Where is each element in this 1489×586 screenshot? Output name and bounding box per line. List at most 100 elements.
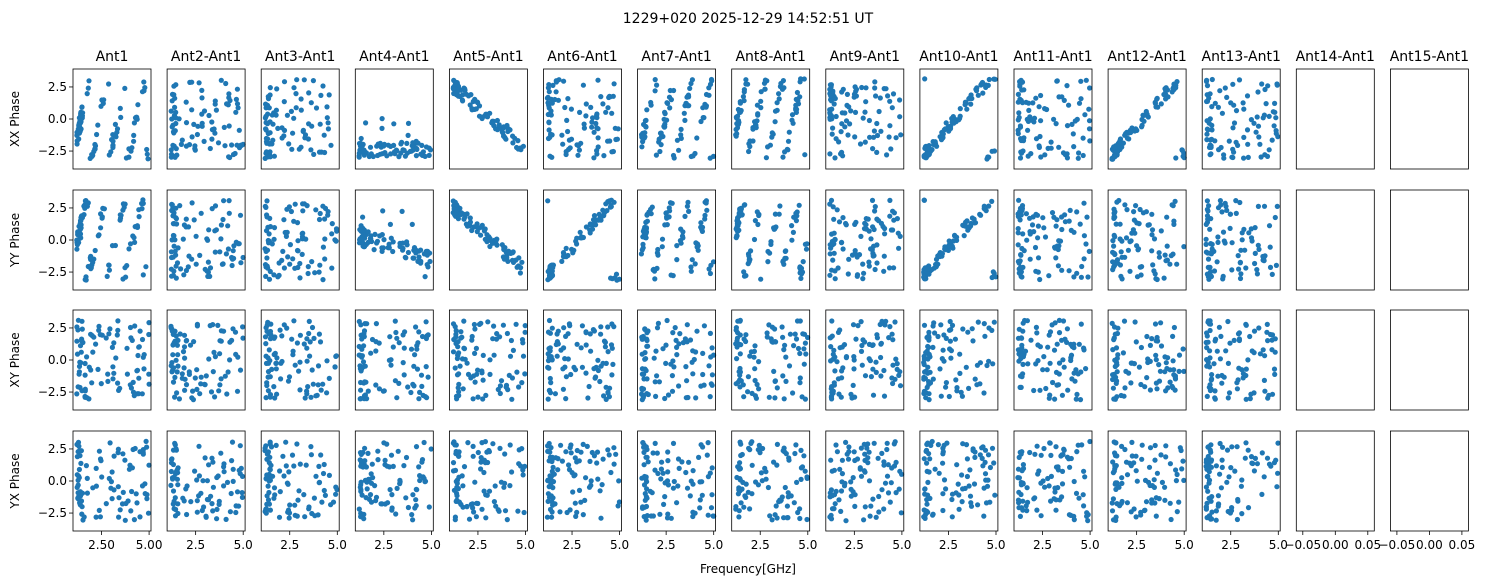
- data-point: [265, 355, 271, 361]
- data-point: [221, 124, 227, 130]
- data-point: [297, 332, 303, 338]
- data-point: [111, 370, 117, 376]
- data-point: [1139, 124, 1145, 130]
- data-point: [979, 455, 985, 461]
- data-point: [233, 239, 239, 245]
- data-point: [664, 515, 671, 521]
- data-point: [263, 248, 269, 254]
- data-point: [874, 242, 880, 248]
- data-point: [290, 130, 296, 136]
- data-point: [388, 452, 395, 458]
- data-point: [95, 366, 101, 372]
- data-point: [1035, 223, 1041, 229]
- data-point: [938, 393, 944, 399]
- y-axis-label: YY Phase: [8, 213, 22, 268]
- figure-title: 1229+020 2025-12-29 14:52:51 UT: [623, 11, 874, 27]
- data-point: [678, 126, 684, 132]
- data-point: [1205, 256, 1212, 262]
- data-point: [294, 441, 300, 447]
- data-point: [798, 447, 804, 453]
- panel: [1107, 189, 1187, 291]
- data-point: [1041, 354, 1047, 360]
- data-point: [684, 485, 691, 491]
- data-point: [490, 336, 496, 342]
- data-point: [313, 393, 319, 399]
- data-point: [1033, 324, 1039, 330]
- data-point: [980, 444, 986, 450]
- data-point: [312, 270, 318, 276]
- data-point: [862, 451, 868, 457]
- data-point: [236, 503, 242, 509]
- data-point: [1086, 106, 1092, 112]
- data-point: [1137, 206, 1143, 213]
- data-point: [362, 458, 368, 464]
- data-point: [837, 345, 843, 351]
- data-point: [464, 504, 470, 510]
- data-point: [839, 457, 846, 463]
- data-point: [952, 336, 959, 342]
- data-point: [226, 91, 232, 97]
- data-point: [1114, 330, 1121, 337]
- panel: [731, 68, 811, 170]
- data-point: [1118, 249, 1124, 255]
- data-point: [693, 395, 699, 401]
- data-point: [480, 352, 486, 358]
- data-point: [1059, 226, 1065, 233]
- data-point: [1243, 366, 1249, 372]
- data-point: [283, 463, 289, 469]
- data-point: [772, 108, 779, 114]
- data-point: [748, 248, 754, 254]
- data-point: [545, 268, 551, 275]
- panel-frame: [448, 68, 528, 170]
- data-point: [363, 495, 369, 501]
- data-point: [674, 257, 680, 263]
- data-point: [209, 136, 215, 142]
- panel: [166, 309, 246, 411]
- data-point: [1159, 479, 1165, 485]
- data-point: [1025, 361, 1031, 367]
- data-point: [1149, 232, 1155, 238]
- data-point: [1045, 475, 1051, 482]
- data-point: [106, 267, 112, 273]
- data-point: [804, 474, 810, 480]
- data-point: [1147, 445, 1154, 451]
- data-point: [1255, 89, 1261, 95]
- data-point: [747, 506, 753, 512]
- x-tick-label: 2.5: [1033, 538, 1052, 552]
- panel-frame: [166, 309, 246, 411]
- data-point: [111, 453, 117, 459]
- data-point: [297, 461, 303, 467]
- data-point: [492, 483, 498, 489]
- data-point: [368, 350, 374, 356]
- data-point: [267, 328, 274, 335]
- data-point: [868, 246, 874, 252]
- data-point: [1168, 516, 1174, 523]
- data-point: [1176, 352, 1183, 358]
- data-point: [827, 82, 834, 88]
- data-point: [613, 271, 620, 277]
- data-point: [1220, 276, 1226, 282]
- data-point: [605, 105, 611, 111]
- data-point: [791, 500, 797, 506]
- panel: [1013, 309, 1093, 411]
- data-point: [1023, 99, 1029, 105]
- data-point: [86, 396, 92, 402]
- data-point: [1048, 139, 1054, 145]
- data-point: [861, 270, 867, 276]
- data-point: [648, 206, 654, 212]
- data-point: [504, 330, 510, 337]
- data-point: [1213, 508, 1219, 514]
- data-point: [930, 323, 936, 329]
- data-point: [266, 489, 272, 496]
- data-point: [1041, 225, 1047, 231]
- data-point: [403, 495, 409, 501]
- data-point: [1112, 234, 1118, 240]
- data-point: [111, 487, 117, 493]
- data-point: [1052, 396, 1058, 402]
- data-point: [560, 366, 566, 372]
- data-point: [85, 85, 91, 91]
- data-point: [264, 212, 270, 218]
- data-point: [881, 393, 888, 399]
- data-point: [316, 463, 322, 469]
- data-point: [561, 325, 567, 331]
